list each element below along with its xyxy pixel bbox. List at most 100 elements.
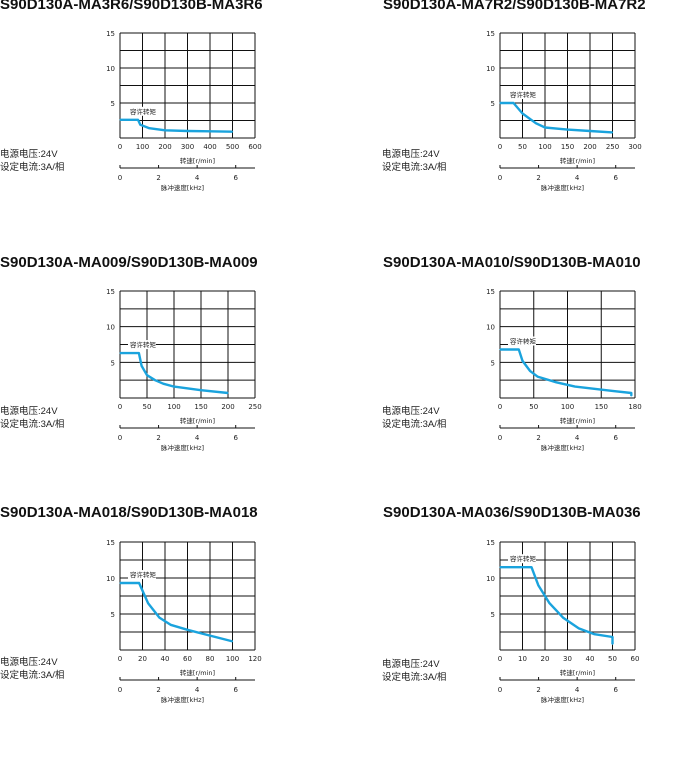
rated-torque-label-bg bbox=[128, 570, 156, 580]
torque-point bbox=[119, 582, 121, 584]
torque-point bbox=[611, 390, 614, 392]
pulse-tick-label: 0 bbox=[118, 174, 122, 182]
current-note: 设定电流:3A/相 bbox=[0, 669, 64, 682]
current-note: 设定电流:3A/相 bbox=[382, 161, 446, 174]
torque-point bbox=[119, 119, 121, 121]
chart-title: S90D130A-MA036/S90D130B-MA036 bbox=[383, 504, 641, 521]
x-tick-label: 180 bbox=[628, 403, 641, 411]
pulse-tick-label: 2 bbox=[156, 174, 160, 182]
x-tick-label: 10 bbox=[518, 655, 527, 663]
rated-torque-label-bg bbox=[508, 554, 536, 564]
y-tick-label: 5 bbox=[111, 359, 115, 367]
x-tick-label: 150 bbox=[595, 403, 608, 411]
current-text: 设定电流:3A/相 bbox=[0, 419, 65, 430]
x-tick-label: 600 bbox=[248, 143, 261, 151]
torque-point bbox=[536, 376, 539, 378]
pulse-tick-label: 2 bbox=[536, 686, 540, 694]
torque-point bbox=[574, 385, 576, 388]
x-tick-label: 100 bbox=[136, 143, 149, 151]
torque-point bbox=[555, 381, 557, 383]
pulse-tick-label: 0 bbox=[498, 686, 502, 694]
x-tick-label: 0 bbox=[118, 403, 122, 411]
x-tick-label: 150 bbox=[194, 403, 207, 411]
x-tick-label: 50 bbox=[518, 143, 527, 151]
torque-curve bbox=[120, 581, 233, 643]
chart-panel-6: S90D130A-MA036/S90D130B-MA036 5 10 15 0 10 20… bbox=[340, 504, 680, 758]
torque-point bbox=[139, 124, 141, 126]
pulse-axis-label: 脉冲速度[kHz] bbox=[541, 443, 584, 452]
y-tick-label: 10 bbox=[106, 575, 115, 583]
x-tick-label: 20 bbox=[541, 655, 550, 663]
y-tick-label: 15 bbox=[486, 288, 495, 296]
x-tick-label: 80 bbox=[206, 655, 215, 663]
torque-point bbox=[521, 360, 524, 362]
x-tick-label: 60 bbox=[183, 655, 192, 663]
voltage-text: 电源电压:24V bbox=[0, 406, 58, 417]
torque-point bbox=[518, 348, 520, 351]
x-axis-label: 转速[r/min] bbox=[180, 416, 215, 425]
x-tick-label: 100 bbox=[561, 403, 574, 411]
y-tick-label: 15 bbox=[106, 288, 115, 296]
torque-curve bbox=[120, 118, 233, 133]
voltage-text: 电源电压:24V bbox=[0, 149, 58, 160]
current-note: 设定电流:3A/相 bbox=[0, 418, 64, 431]
pulse-tick-label: 2 bbox=[536, 434, 540, 442]
pulse-tick-label: 4 bbox=[575, 434, 580, 442]
torque-point bbox=[200, 389, 202, 391]
torque-point bbox=[630, 392, 632, 394]
torque-point bbox=[209, 130, 211, 132]
y-tick-label: 10 bbox=[486, 65, 495, 73]
torque-point bbox=[611, 636, 614, 638]
rated-torque-label: 容许转矩 bbox=[510, 90, 537, 99]
pulse-tick-label: 6 bbox=[613, 686, 618, 694]
pulse-tick-label: 6 bbox=[613, 434, 618, 442]
x-tick-label: 0 bbox=[498, 655, 502, 663]
x-tick-label: 200 bbox=[221, 403, 234, 411]
torque-point bbox=[593, 633, 596, 635]
torque-point bbox=[154, 379, 156, 381]
chart-panel-4: S90D130A-MA010/S90D130B-MA010 5 10 15 0 50 10… bbox=[340, 254, 680, 508]
x-tick-label: 0 bbox=[118, 143, 122, 151]
torque-point bbox=[148, 127, 150, 129]
x-tick-label: 100 bbox=[226, 655, 239, 663]
torque-point bbox=[186, 130, 189, 132]
torque-point bbox=[231, 131, 234, 133]
pulse-tick-label: 6 bbox=[233, 174, 238, 182]
torque-point bbox=[589, 130, 591, 132]
y-tick-label: 5 bbox=[491, 100, 495, 108]
current-note: 设定电流:3A/相 bbox=[0, 161, 64, 174]
torque-point bbox=[162, 383, 164, 385]
torque-point bbox=[499, 348, 501, 351]
torque-point bbox=[119, 352, 121, 354]
chart-title: S90D130A-MA7R2/S90D130B-MA7R2 bbox=[383, 0, 646, 13]
pulse-axis-label: 脉冲速度[kHz] bbox=[541, 695, 584, 704]
chart-panel-2: S90D130A-MA7R2/S90D130B-MA7R2 5 10 15 0 50 10… bbox=[340, 0, 680, 250]
torque-point bbox=[138, 582, 140, 584]
torque-point bbox=[173, 385, 175, 388]
torque-point bbox=[512, 102, 515, 104]
torque-chart: 5 10 15 0 20 40 60 80 100 120 转速[r/min] 0 2 4 6 脉冲速度[kH… bbox=[106, 539, 262, 704]
torque-point bbox=[544, 126, 546, 129]
rated-torque-label: 容许转矩 bbox=[510, 336, 537, 345]
x-tick-label: 50 bbox=[529, 403, 538, 411]
pulse-axis-label: 脉冲速度[kHz] bbox=[161, 183, 204, 192]
torque-point bbox=[137, 119, 139, 121]
voltage-note: 电源电压:24V bbox=[0, 405, 58, 418]
torque-point bbox=[562, 617, 564, 619]
current-text: 设定电流:3A/相 bbox=[382, 419, 447, 430]
pulse-tick-label: 4 bbox=[575, 686, 580, 694]
rated-torque-label: 容许转矩 bbox=[130, 107, 157, 116]
torque-point bbox=[611, 131, 614, 133]
pulse-axis-label: 脉冲速度[kHz] bbox=[161, 695, 204, 704]
torque-point bbox=[535, 122, 537, 124]
y-tick-label: 5 bbox=[491, 611, 495, 619]
chart-title: S90D130A-MA3R6/S90D130B-MA3R6 bbox=[0, 0, 263, 13]
torque-curve bbox=[500, 566, 614, 645]
x-tick-label: 60 bbox=[631, 655, 640, 663]
chart-panel-3: S90D130A-MA009/S90D130B-MA009 5 10 15 0 50 10… bbox=[0, 254, 340, 508]
torque-point bbox=[521, 112, 524, 115]
torque-curve bbox=[500, 101, 613, 134]
torque-point bbox=[499, 102, 501, 104]
current-note: 设定电流:3A/相 bbox=[382, 418, 446, 431]
